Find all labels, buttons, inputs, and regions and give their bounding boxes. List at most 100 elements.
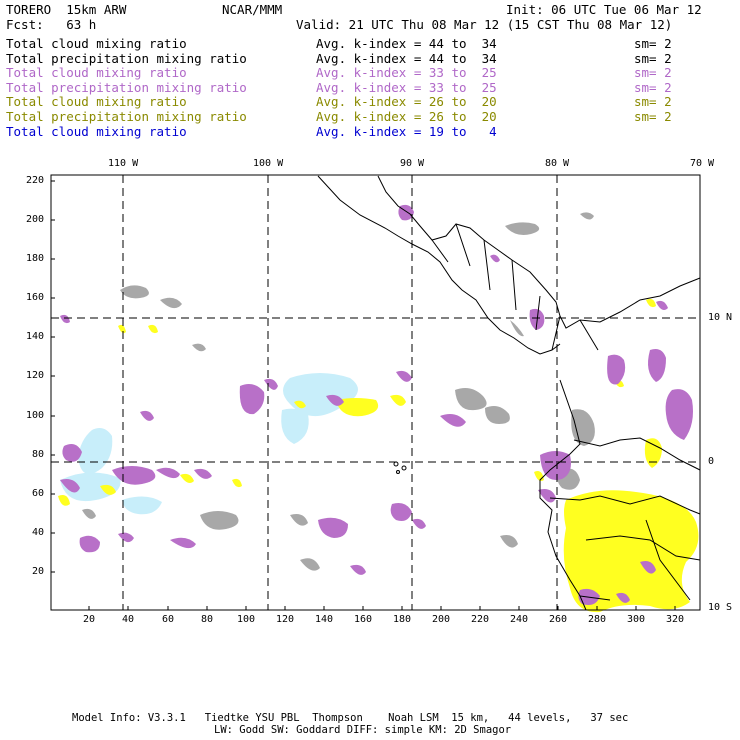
lat-lon-grid	[51, 175, 700, 610]
y-grid-label: 160	[26, 292, 45, 303]
yellow-precip-patch	[118, 324, 126, 334]
legend-kindex: Avg. k-index = 26 to 20	[316, 94, 497, 110]
physics-info: LW: Godd SW: Goddard DIFF: simple KM: 2D…	[214, 724, 512, 736]
legend-smoothing: sm= 2	[634, 94, 672, 110]
lon-label-90w: 90 W	[400, 158, 425, 169]
legend-field: Total cloud mixing ratio	[6, 36, 187, 51]
legend-field: Total precipitation mixing ratio	[6, 79, 247, 95]
y-grid-label: 100	[26, 410, 45, 421]
lon-label-80w: 80 W	[545, 158, 570, 169]
gray-cloud-patch	[455, 388, 487, 411]
purple-cloud-patch	[390, 503, 412, 521]
gray-cloud-patch	[500, 535, 518, 548]
galapagos-islands	[401, 465, 407, 471]
y-grid-label: 200	[26, 214, 45, 225]
yellow-precip-patch	[644, 438, 662, 468]
purple-cloud-patch	[60, 479, 80, 493]
purple-cloud-patch	[194, 468, 212, 479]
light-blue-cloud-patch	[281, 408, 309, 444]
purple-cloud-patch	[326, 394, 344, 406]
yellow-precip-patch	[336, 398, 379, 417]
gray-cloud-patch	[571, 409, 595, 446]
legend-kindex: Avg. k-index = 44 to 34	[316, 36, 497, 51]
legend-kindex: Avg. k-index = 19 to 4	[316, 123, 497, 139]
legend-field: Total cloud mixing ratio	[6, 123, 187, 139]
x-grid-label: 200	[432, 614, 451, 625]
x-grid-label: 180	[393, 614, 412, 625]
gray-cloud-patch	[300, 558, 320, 571]
light-blue-cloud-patch	[78, 428, 113, 475]
purple-cloud-patch	[396, 370, 412, 382]
purple-cloud-patch	[616, 592, 630, 603]
purple-cloud-patch	[264, 378, 278, 390]
purple-cloud-patch	[665, 389, 693, 440]
purple-cloud-patch	[62, 444, 82, 462]
x-grid-label: 140	[315, 614, 334, 625]
y-grid-label: 40	[32, 527, 45, 538]
x-grid-label: 80	[201, 614, 214, 625]
lon-label-70w: 70 W	[690, 158, 715, 169]
lon-label-110w: 110 W	[108, 158, 139, 169]
y-grid-label: 120	[26, 370, 45, 381]
lat-label-10n: 10 N	[708, 312, 733, 323]
gray-cloud-patch	[160, 297, 182, 309]
y-grid-label: 140	[26, 331, 45, 342]
map-frame	[50, 174, 701, 611]
purple-cloud-patch	[118, 532, 134, 543]
south-america-borders	[549, 437, 701, 601]
purple-cloud-patch	[648, 349, 666, 382]
lon-label-100w: 100 W	[253, 158, 284, 169]
purple-cloud-patch	[156, 467, 180, 479]
x-grid-label: 160	[354, 614, 373, 625]
model-info: Model Info: V3.3.1 Tiedtke YSU PBL Thomp…	[72, 712, 629, 724]
legend-smoothing: sm= 2	[634, 50, 672, 66]
gray-cloud-patch	[290, 514, 308, 526]
purple-cloud-patch	[170, 537, 196, 549]
purple-cloud-patch	[412, 518, 426, 529]
x-grid-label: 220	[471, 614, 490, 625]
yellow-precip-patch	[390, 394, 406, 406]
yellow-precip-patch	[148, 324, 158, 334]
purple-cloud-patch	[538, 489, 556, 503]
cloud-fields	[58, 204, 699, 613]
yellow-precip-patch	[294, 400, 306, 409]
legend-field: Total precipitation mixing ratio	[6, 50, 247, 66]
x-grid-label: 60	[162, 614, 175, 625]
galapagos-islands	[396, 470, 400, 474]
gray-cloud-patch	[120, 285, 149, 299]
legend-kindex: Avg. k-index = 33 to 25	[316, 65, 497, 81]
init-time: Init: 06 UTC Tue 06 Mar 12	[506, 2, 702, 17]
purple-cloud-patch	[440, 414, 466, 427]
gray-cloud-patch	[82, 508, 96, 519]
gray-cloud-patch	[580, 212, 594, 220]
gray-cloud-patch	[485, 406, 510, 424]
yellow-precip-patch	[563, 490, 699, 613]
lat-label-10s: 10 S	[708, 602, 733, 613]
gray-cloud-patch	[192, 343, 206, 352]
purple-cloud-patch	[239, 384, 265, 415]
purple-cloud-patch	[140, 410, 154, 421]
x-grid-label: 40	[122, 614, 135, 625]
gray-cloud-patch	[505, 222, 540, 235]
x-grid-label: 300	[627, 614, 646, 625]
legend-smoothing: sm= 2	[634, 65, 672, 81]
central-america-coastline	[317, 175, 561, 355]
lat-label-equator: 0	[708, 456, 715, 467]
yellow-precip-patch	[534, 471, 544, 481]
yellow-precip-patch	[58, 495, 70, 506]
tick-marks	[51, 180, 676, 610]
light-blue-cloud-patch	[60, 472, 121, 502]
purple-cloud-patch	[490, 254, 500, 263]
x-grid-label: 240	[510, 614, 529, 625]
purple-cloud-patch	[79, 535, 100, 553]
light-blue-cloud-patch	[122, 496, 162, 515]
yellow-precip-patch	[232, 478, 242, 488]
x-grid-label: 20	[83, 614, 96, 625]
legend-smoothing: sm= 2	[634, 79, 672, 95]
forecast-hour: Fcst: 63 h	[6, 17, 97, 32]
legend-smoothing: sm= 2	[634, 109, 672, 124]
x-grid-label: 320	[666, 614, 685, 625]
legend-field: Total cloud mixing ratio	[6, 94, 187, 110]
valid-time: Valid: 21 UTC Thu 08 Mar 12 (15 CST Thu …	[296, 17, 673, 32]
